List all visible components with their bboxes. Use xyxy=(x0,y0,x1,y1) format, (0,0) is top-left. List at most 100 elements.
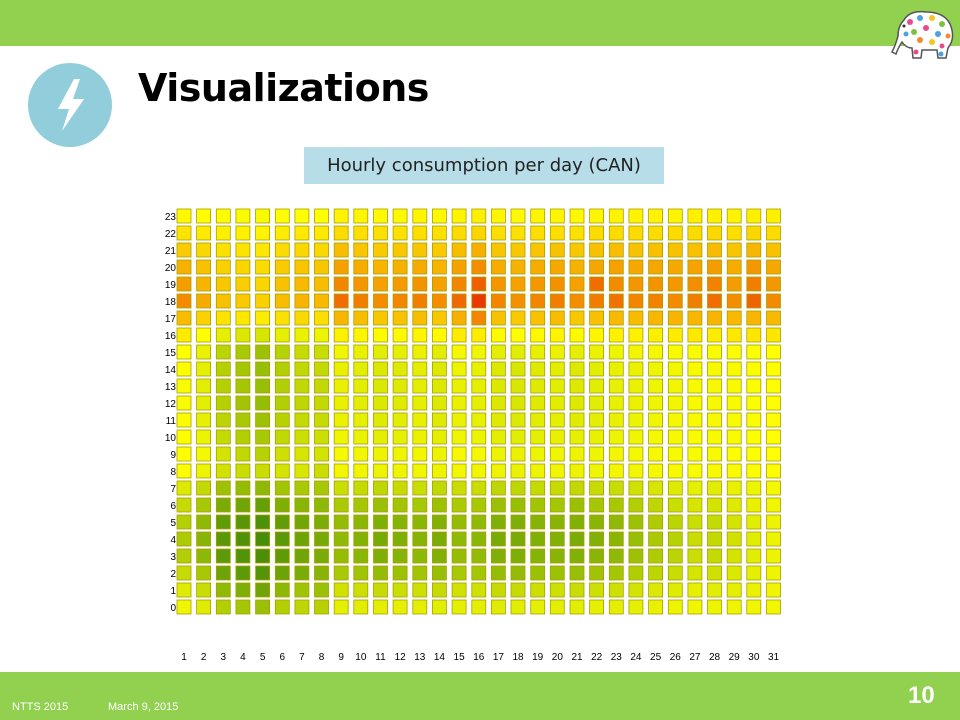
heatmap-cell xyxy=(431,344,447,360)
heatmap-cell xyxy=(471,259,487,275)
heatmap-cell xyxy=(530,310,546,326)
heatmap-cell xyxy=(314,446,329,462)
heatmap-cell xyxy=(196,565,211,581)
heatmap-cell xyxy=(412,378,428,394)
heatmap-cell xyxy=(353,531,369,547)
x-tick-label: 29 xyxy=(729,652,741,663)
heatmap-cell xyxy=(215,361,231,377)
heatmap-cell xyxy=(667,531,683,547)
heatmap-cell xyxy=(235,344,251,360)
heatmap-cell xyxy=(530,395,546,411)
heatmap-cell xyxy=(589,463,605,479)
heatmap-cell xyxy=(707,531,722,547)
heatmap-cell xyxy=(490,310,506,326)
heatmap-cell xyxy=(431,429,447,445)
heatmap-cell xyxy=(628,582,644,598)
y-tick-label: 2 xyxy=(170,569,176,580)
heatmap-cell xyxy=(274,548,290,564)
heatmap-cell xyxy=(274,208,290,224)
heatmap-cell xyxy=(255,344,270,360)
heatmap-cell xyxy=(215,514,231,530)
heatmap-cell xyxy=(373,293,388,309)
heatmap-cell xyxy=(667,565,683,581)
x-tick-label: 21 xyxy=(571,652,583,663)
heatmap-cell xyxy=(530,497,546,513)
heatmap-cell xyxy=(294,599,310,615)
heatmap-cell xyxy=(608,344,624,360)
heatmap-cell xyxy=(451,378,467,394)
heatmap-cell xyxy=(490,225,506,241)
x-tick-label: 7 xyxy=(299,652,305,663)
y-tick-label: 16 xyxy=(165,331,177,342)
heatmap-cell xyxy=(294,531,310,547)
heatmap-cell xyxy=(235,497,251,513)
heatmap-cell xyxy=(530,259,546,275)
heatmap-cell xyxy=(412,310,428,326)
heatmap-cell xyxy=(569,429,585,445)
heatmap-cell xyxy=(471,327,487,343)
heatmap-cell xyxy=(687,208,703,224)
page-number: 10 xyxy=(908,682,935,709)
heatmap-cell xyxy=(176,361,192,377)
heatmap-cell xyxy=(569,225,585,241)
heatmap-cell xyxy=(176,480,192,496)
heatmap-cell xyxy=(215,497,231,513)
heatmap-cell xyxy=(314,548,329,564)
heatmap-cell xyxy=(176,310,192,326)
heatmap-cell xyxy=(274,599,290,615)
heatmap-cell xyxy=(687,378,703,394)
heatmap-cell xyxy=(608,276,624,292)
heatmap-cell xyxy=(255,429,270,445)
heatmap-cell xyxy=(687,327,703,343)
heatmap-cell xyxy=(235,565,251,581)
heatmap-cell xyxy=(412,276,428,292)
heatmap-cell xyxy=(215,225,231,241)
heatmap-cell xyxy=(707,446,722,462)
heatmap-cell xyxy=(667,361,683,377)
heatmap-cell xyxy=(589,412,605,428)
heatmap-cell xyxy=(608,310,624,326)
heatmap-cell xyxy=(589,531,605,547)
heatmap-cell xyxy=(274,497,290,513)
heatmap-cell xyxy=(333,412,349,428)
heatmap-cell xyxy=(746,225,762,241)
heatmap-cell xyxy=(510,514,526,530)
heatmap-cell xyxy=(726,565,742,581)
heatmap-cell xyxy=(176,225,192,241)
heatmap-cell xyxy=(530,531,546,547)
y-tick-label: 19 xyxy=(165,280,177,291)
heatmap-cell xyxy=(451,276,467,292)
heatmap-cell xyxy=(392,276,408,292)
heatmap-cell xyxy=(255,446,270,462)
heatmap-cell xyxy=(392,565,408,581)
heatmap-cell xyxy=(766,225,781,241)
heatmap-cell xyxy=(274,480,290,496)
heatmap-cell xyxy=(451,548,467,564)
heatmap-cell xyxy=(707,361,722,377)
x-tick-label: 24 xyxy=(630,652,642,663)
heatmap-cell xyxy=(766,310,781,326)
heatmap-cell xyxy=(215,429,231,445)
heatmap-cell xyxy=(667,344,683,360)
heatmap-cell xyxy=(235,548,251,564)
heatmap-cell xyxy=(726,463,742,479)
heatmap-cell xyxy=(766,514,781,530)
heatmap-cell xyxy=(333,582,349,598)
heatmap-cell xyxy=(726,446,742,462)
heatmap-cell xyxy=(628,208,644,224)
heatmap-cell xyxy=(490,565,506,581)
heatmap-cell xyxy=(628,242,644,258)
heatmap-cell xyxy=(451,327,467,343)
heatmap-cell xyxy=(510,480,526,496)
heatmap-cell xyxy=(746,565,762,581)
heatmap-cell xyxy=(589,514,605,530)
heatmap-cell xyxy=(412,344,428,360)
heatmap-cell xyxy=(412,412,428,428)
heatmap-cell xyxy=(766,429,781,445)
heatmap-cell xyxy=(648,276,664,292)
heatmap-cell xyxy=(196,208,211,224)
heatmap-cell xyxy=(392,208,408,224)
heatmap-cell xyxy=(490,259,506,275)
heatmap-cell xyxy=(530,293,546,309)
heatmap-cell xyxy=(667,429,683,445)
